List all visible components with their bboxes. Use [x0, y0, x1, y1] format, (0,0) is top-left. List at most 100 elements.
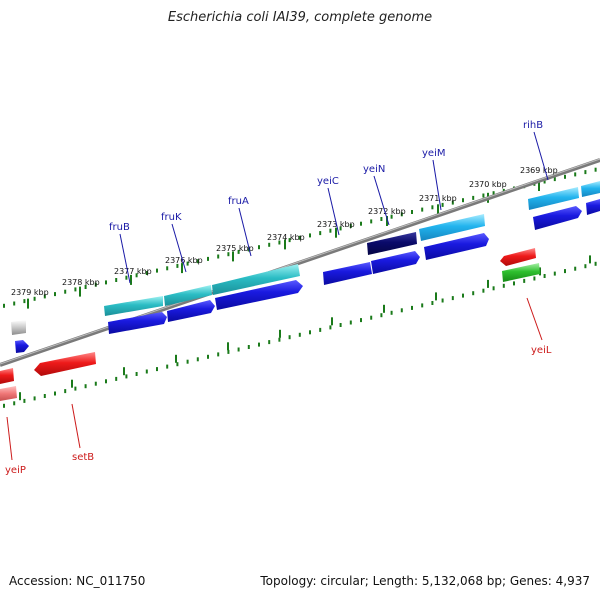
- minor-tick: [94, 282, 97, 287]
- minor-tick: [196, 357, 199, 362]
- gene-yeiL-box[interactable]: [502, 263, 540, 282]
- gene-label-yeiN[interactable]: yeiN: [363, 164, 385, 175]
- minor-tick: [472, 195, 475, 200]
- gene-label-yeiM[interactable]: yeiM: [422, 148, 445, 159]
- gene-label-yeiL[interactable]: yeiL: [531, 345, 552, 356]
- gene-arrow-3[interactable]: [215, 280, 303, 310]
- gene-label-yeiP[interactable]: yeiP: [5, 465, 26, 476]
- callout-setB: [71, 403, 81, 449]
- gene-red-arrow-right[interactable]: [500, 248, 536, 266]
- gene-arrow-yeiC[interactable]: [323, 262, 372, 285]
- tick-labels: 2379 kbp 2378 kbp 2377 kbp 2376 kbp 2375…: [11, 166, 558, 297]
- minor-tick: [553, 177, 556, 182]
- gene-arrow-5[interactable]: [424, 233, 489, 260]
- gene-label-fruB[interactable]: fruB: [109, 222, 130, 233]
- minor-tick: [186, 359, 189, 364]
- minor-tick: [105, 379, 107, 384]
- minor-tick: [3, 403, 5, 408]
- tick-label: 2374 kbp: [267, 233, 305, 242]
- gene-arrow-6[interactable]: [533, 206, 582, 230]
- gene-red-box-left[interactable]: [0, 368, 14, 384]
- minor-tick: [594, 261, 597, 266]
- inner-tick-track: [3, 255, 597, 408]
- gene-label-rihB[interactable]: rihB: [523, 120, 543, 131]
- minor-tick: [43, 294, 46, 299]
- minor-tick: [54, 292, 56, 297]
- gene-gray-box[interactable]: [11, 320, 26, 335]
- gene-label-fruA[interactable]: fruA: [228, 196, 249, 207]
- map-title: Escherichia coli IAI39, complete genome: [167, 10, 433, 25]
- minor-tick: [258, 342, 260, 347]
- minor-tick: [64, 289, 67, 294]
- minor-tick: [390, 310, 393, 315]
- minor-tick: [94, 381, 97, 386]
- minor-tick: [237, 347, 240, 352]
- tick-label: 2378 kbp: [62, 278, 100, 287]
- minor-tick: [574, 172, 577, 177]
- minor-tick: [319, 327, 322, 332]
- minor-tick: [329, 228, 332, 233]
- callout-yeiM: [432, 159, 442, 211]
- callout-fruB: [119, 233, 131, 284]
- minor-tick: [360, 318, 362, 323]
- genome-backbone-highlight: [0, 158, 600, 365]
- forward-genes-inner: [15, 199, 600, 353]
- minor-tick: [268, 242, 271, 247]
- minor-tick: [380, 217, 383, 221]
- minor-tick: [451, 296, 454, 301]
- minor-tick: [441, 202, 444, 207]
- minor-tick: [400, 212, 403, 217]
- minor-tick: [207, 256, 209, 261]
- minor-tick: [115, 376, 118, 381]
- gene-setB-arrow[interactable]: [34, 352, 96, 376]
- minor-tick: [166, 364, 169, 369]
- gene-arrow-1[interactable]: [108, 312, 167, 334]
- minor-tick: [288, 335, 291, 340]
- callout-rihB: [533, 131, 549, 181]
- tick-label: 2379 kbp: [11, 288, 49, 297]
- tick-label: 2376 kbp: [165, 256, 203, 265]
- minor-tick: [23, 299, 26, 304]
- minor-tick: [462, 293, 464, 298]
- minor-tick: [247, 247, 250, 252]
- gene-label-fruK[interactable]: fruK: [161, 212, 182, 223]
- gene-arrow-8[interactable]: [15, 340, 29, 353]
- minor-tick: [227, 349, 230, 354]
- callout-yeiP: [6, 416, 13, 461]
- minor-tick: [135, 273, 138, 278]
- minor-tick: [502, 283, 505, 288]
- minor-tick: [482, 288, 485, 293]
- minor-tick: [54, 391, 56, 396]
- minor-tick: [64, 389, 67, 394]
- minor-tick: [227, 252, 230, 257]
- gene-arrow-4[interactable]: [371, 251, 420, 274]
- minor-tick: [574, 266, 577, 271]
- gene-arrow-7: [586, 199, 600, 215]
- tick-label: 2372 kbp: [368, 207, 406, 216]
- gene-labels: fruB fruK fruA yeiC yeiN yeiM rihB yeiL …: [5, 120, 552, 476]
- minor-tick: [298, 332, 301, 337]
- reverse-genes: [0, 248, 540, 401]
- minor-tick: [196, 259, 199, 264]
- minor-tick: [268, 340, 271, 345]
- gene-arrow-2[interactable]: [167, 300, 215, 322]
- gene-rihB-box[interactable]: [528, 187, 579, 210]
- gene-label-setB[interactable]: setB: [72, 452, 94, 463]
- gene-fruA-box[interactable]: [212, 264, 300, 295]
- tick-label: 2373 kbp: [317, 220, 355, 229]
- minor-tick: [349, 320, 352, 325]
- gene-yeiN-box[interactable]: [367, 232, 417, 255]
- minor-tick: [543, 179, 546, 184]
- minor-tick: [594, 167, 597, 172]
- minor-tick: [33, 296, 36, 301]
- gene-fruB-box[interactable]: [104, 296, 163, 316]
- minor-tick: [339, 226, 342, 231]
- gene-yeiP-box[interactable]: [0, 386, 17, 401]
- minor-tick: [472, 291, 475, 296]
- gene-fruK-box[interactable]: [164, 285, 212, 306]
- minor-tick: [125, 374, 128, 379]
- minor-tick: [492, 191, 495, 196]
- gene-yeiM-box[interactable]: [419, 214, 485, 241]
- minor-tick: [543, 274, 546, 278]
- gene-label-yeiC[interactable]: yeiC: [317, 176, 339, 187]
